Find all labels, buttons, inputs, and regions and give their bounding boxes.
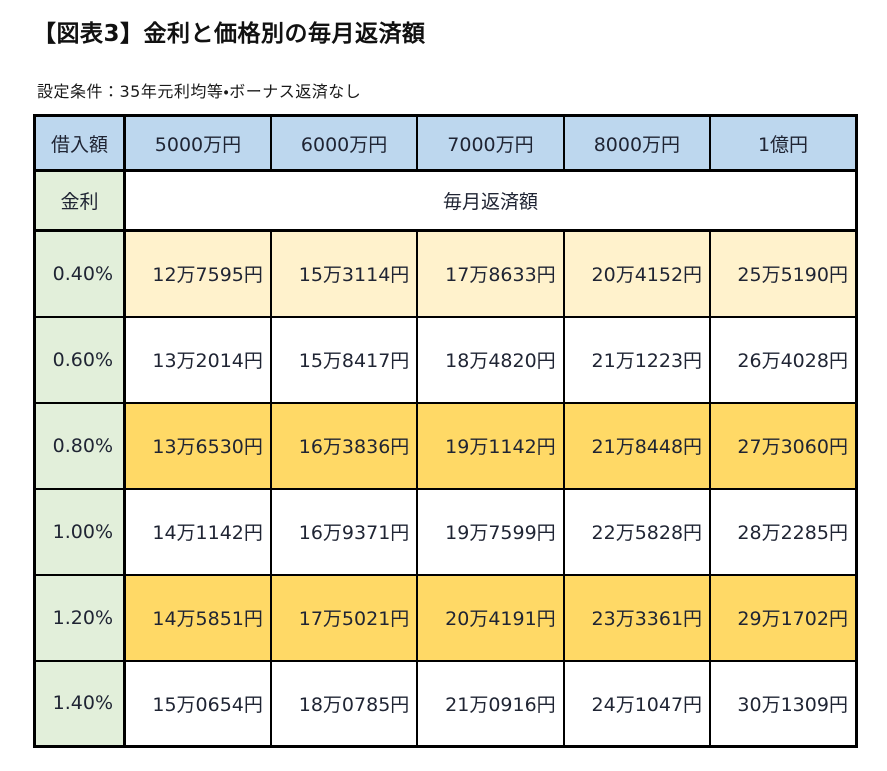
- column-header-cell: 8000万円: [562, 114, 712, 172]
- value-cell: 16万3836円: [269, 401, 419, 490]
- value-cell: 20万4191円: [416, 573, 565, 662]
- value-cell: 21万8448円: [562, 401, 712, 490]
- rate-cell: 1.00%: [33, 487, 126, 576]
- value-cell: 26万4028円: [709, 315, 858, 404]
- value-cell: 18万0785円: [269, 659, 419, 748]
- value-cell: 13万2014円: [123, 315, 272, 404]
- value-cell: 17万5021円: [269, 573, 419, 662]
- rate-cell: 0.60%: [33, 315, 126, 404]
- value-cell: 15万3114円: [269, 229, 419, 318]
- table-row: 1.20% 14万5851円 17万5021円 20万4191円 23万3361…: [33, 573, 858, 662]
- value-cell: 25万5190円: [709, 229, 858, 318]
- column-header-cell: 7000万円: [416, 114, 565, 172]
- value-cell: 19万7599円: [416, 487, 565, 576]
- table-row: 0.60% 13万2014円 15万8417円 18万4820円 21万1223…: [33, 315, 858, 404]
- rate-cell: 1.40%: [33, 659, 126, 748]
- value-cell: 20万4152円: [562, 229, 712, 318]
- table-row: 0.40% 12万7595円 15万3114円 17万8633円 20万4152…: [33, 229, 858, 318]
- table-header-row: 借入額 5000万円 6000万円 7000万円 8000万円 1億円: [33, 114, 858, 172]
- value-cell: 21万0916円: [416, 659, 565, 748]
- table-subheader-row: 金利 毎月返済額: [33, 169, 858, 232]
- value-cell: 29万1702円: [709, 573, 858, 662]
- table-row: 1.40% 15万0654円 18万0785円 21万0916円 24万1047…: [33, 659, 858, 748]
- value-cell: 14万5851円: [123, 573, 272, 662]
- value-cell: 30万1309円: [709, 659, 858, 748]
- page-subtitle: 設定条件：35年元利均等・ボーナス返済なし: [37, 82, 362, 101]
- table-row: 1.00% 14万1142円 16万9371円 19万7599円 22万5828…: [33, 487, 858, 576]
- value-cell: 18万4820円: [416, 315, 565, 404]
- value-cell: 15万0654円: [123, 659, 272, 748]
- value-cell: 27万3060円: [709, 401, 858, 490]
- table-row: 0.80% 13万6530円 16万3836円 19万1142円 21万8448…: [33, 401, 858, 490]
- value-cell: 21万1223円: [562, 315, 712, 404]
- column-header-cell: 6000万円: [269, 114, 419, 172]
- value-cell: 28万2285円: [709, 487, 858, 576]
- column-header-cell: 1億円: [709, 114, 858, 172]
- value-cell: 17万8633円: [416, 229, 565, 318]
- value-cell: 12万7595円: [123, 229, 272, 318]
- value-cell: 15万8417円: [269, 315, 419, 404]
- value-cell: 24万1047円: [562, 659, 712, 748]
- value-cell: 13万6530円: [123, 401, 272, 490]
- value-cell: 23万3361円: [562, 573, 712, 662]
- corner-header-cell: 借入額: [33, 114, 126, 172]
- page-title: 【図表3】金利と価格別の毎月返済額: [33, 21, 426, 47]
- repayment-table: 借入額 5000万円 6000万円 7000万円 8000万円 1億円 金利 毎…: [33, 114, 858, 748]
- value-cell: 22万5828円: [562, 487, 712, 576]
- value-cell: 19万1142円: [416, 401, 565, 490]
- column-header-cell: 5000万円: [123, 114, 272, 172]
- rate-cell: 1.20%: [33, 573, 126, 662]
- rate-header-cell: 金利: [33, 169, 126, 232]
- rate-cell: 0.80%: [33, 401, 126, 490]
- rate-cell: 0.40%: [33, 229, 126, 318]
- monthly-repayment-subheader: 毎月返済額: [123, 169, 858, 232]
- value-cell: 16万9371円: [269, 487, 419, 576]
- value-cell: 14万1142円: [123, 487, 272, 576]
